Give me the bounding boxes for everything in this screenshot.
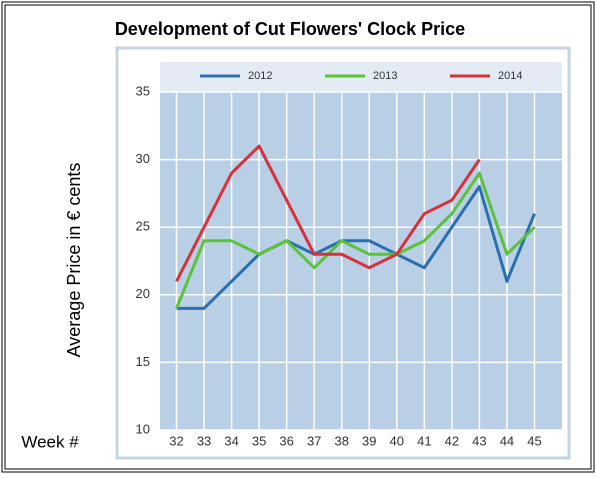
x-tick-label: 40 bbox=[390, 433, 404, 448]
legend-label: 2012 bbox=[248, 70, 272, 82]
chart-title: Development of Cut Flowers' Clock Price bbox=[115, 19, 465, 39]
plot-area bbox=[160, 92, 562, 430]
series-line bbox=[175, 144, 481, 282]
inner-border bbox=[4, 4, 592, 470]
y-tick-label: 20 bbox=[136, 286, 150, 301]
x-axis-label: Week # bbox=[21, 432, 79, 451]
x-tick-label: 45 bbox=[527, 433, 541, 448]
x-tick-label: 34 bbox=[224, 433, 238, 448]
series-line bbox=[176, 185, 536, 310]
x-tick-label: 44 bbox=[500, 433, 514, 448]
series-line bbox=[175, 171, 536, 309]
x-tick-label: 41 bbox=[417, 433, 431, 448]
legend-label: 2013 bbox=[373, 70, 397, 82]
y-tick-label: 25 bbox=[136, 219, 150, 234]
x-tick-label: 36 bbox=[279, 433, 293, 448]
x-tick-label: 38 bbox=[334, 433, 348, 448]
y-tick-label: 10 bbox=[136, 421, 150, 436]
y-axis-label: Average Price in € cents bbox=[64, 163, 84, 358]
x-tick-label: 39 bbox=[362, 433, 376, 448]
y-tick-label: 15 bbox=[136, 354, 150, 369]
x-tick-label: 37 bbox=[307, 433, 321, 448]
x-tick-label: 42 bbox=[445, 433, 459, 448]
x-tick-label: 32 bbox=[169, 433, 183, 448]
y-tick-label: 30 bbox=[136, 151, 150, 166]
y-tick-label: 35 bbox=[136, 83, 150, 98]
legend-label: 2014 bbox=[498, 70, 522, 82]
x-tick-label: 43 bbox=[472, 433, 486, 448]
x-tick-label: 33 bbox=[197, 433, 211, 448]
x-tick-label: 35 bbox=[252, 433, 266, 448]
